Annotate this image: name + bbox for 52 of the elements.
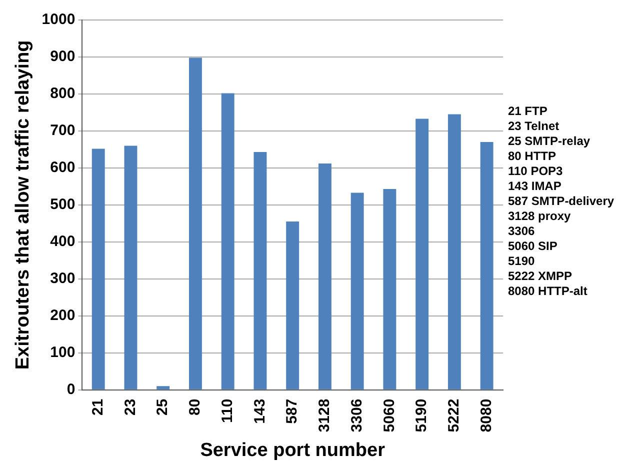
bar [156,386,170,390]
x-tick-label: 23 [122,398,139,416]
x-axis-title: Service port number [200,440,386,461]
y-tick-label: 0 [66,380,76,398]
x-tick-label: 25 [154,398,172,416]
y-tick-label: 500 [50,196,76,214]
y-tick-label: 1000 [42,11,76,28]
y-tick-label: 200 [50,307,76,324]
y-tick-label: 700 [50,122,76,140]
y-tick-label: 900 [50,48,76,66]
text: 8080 HTTP-alt [508,284,588,299]
y-tick-label: 600 [50,159,76,176]
x-tick-label: 5190 [413,398,430,432]
text: 5060 SIP [508,239,558,254]
y-tick-label: 300 [50,270,76,288]
text: 5190 [508,254,536,269]
bar [350,192,364,390]
y-tick-label: 400 [50,233,76,250]
x-tick-label: 3306 [348,398,366,432]
x-tick-label: 8080 [478,398,495,432]
text: 587 SMTP-delivery [508,194,614,209]
bar [383,189,396,390]
y-axis-title: Exitrouters that allow traffic relaying [12,40,34,370]
bar [188,58,202,390]
x-tick-label: 110 [218,398,236,424]
bar [124,146,138,390]
x-tick-label: 3128 [316,398,334,432]
x-tick-label: 21 [89,398,106,416]
x-tick-label: 5060 [380,398,398,432]
bar [480,142,494,390]
bar [286,222,300,390]
text: 143 IMAP [508,179,562,194]
text: 25 SMTP-relay [508,134,592,149]
x-tick-label: 5222 [446,398,463,432]
x-tick-label: 587 [284,398,301,424]
text: 23 Telnet [508,119,560,134]
bar [92,148,105,390]
bar [318,163,332,390]
x-tick-label: 143 [251,398,268,424]
bar [448,114,461,390]
y-tick-label: 800 [50,85,76,102]
bar [221,93,234,390]
text: 3128 proxy [508,209,572,224]
y-tick-label: 100 [50,344,76,361]
text: 80 HTTP [508,149,558,164]
text: 3306 [508,224,536,239]
text: 21 FTP [508,104,548,119]
text: 110 POP3 [508,164,564,179]
x-tick-label: 80 [186,398,204,416]
bar [254,152,267,390]
bar [416,118,429,390]
text: 5222 XMPP [508,269,574,284]
